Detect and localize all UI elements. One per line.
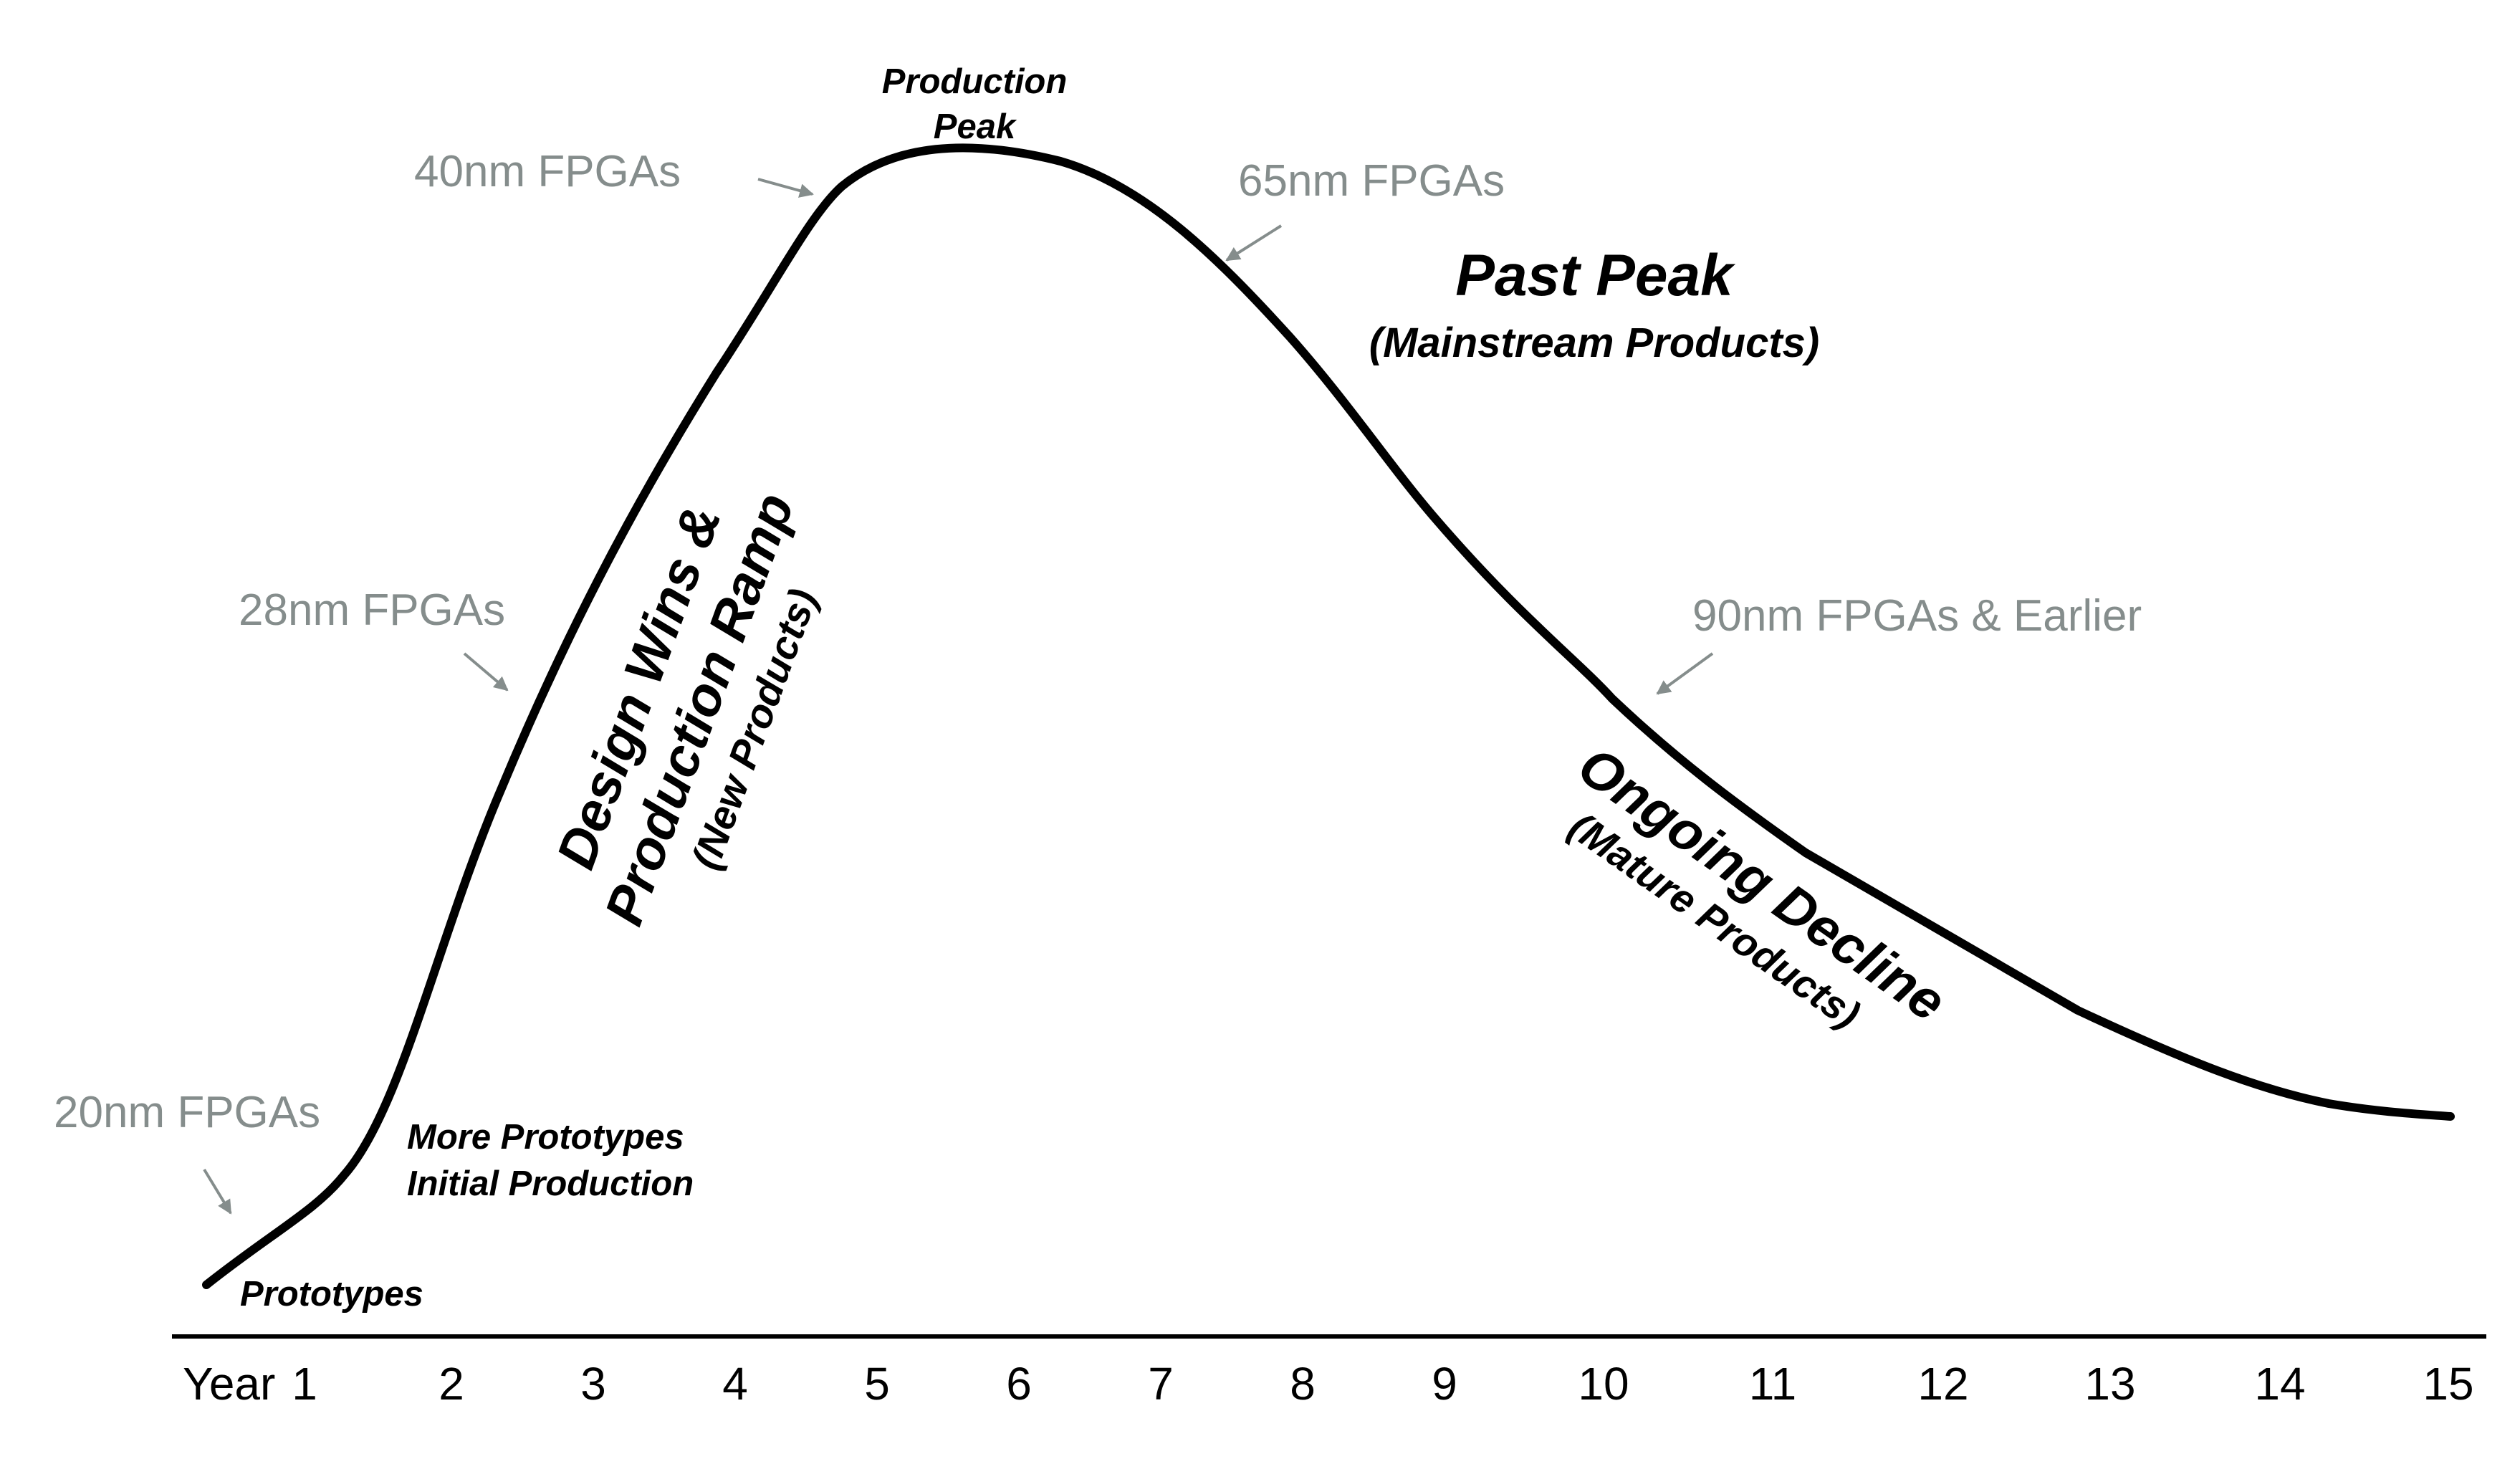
axis-tick-12: 12	[1917, 1358, 1968, 1410]
stage-label-production: Production	[882, 62, 1068, 101]
phase-past-peak-title: Past Peak	[1455, 243, 1736, 308]
stage-label-more-prototypes: More Prototypes	[407, 1118, 684, 1157]
axis-tick-1: 1	[292, 1358, 317, 1410]
axis-tick-14: 14	[2254, 1358, 2305, 1410]
phase-past-peak-sub: (Mainstream Products)	[1369, 320, 1819, 366]
node-label-28nm: 28nm FPGAs	[239, 585, 505, 635]
stage-label-peak: Peak	[934, 107, 1017, 146]
axis-tick-7: 7	[1148, 1358, 1174, 1410]
arrow-65nm	[1225, 224, 1283, 262]
axis-tick-15: 15	[2423, 1358, 2473, 1410]
arrow-90nm	[1656, 652, 1714, 695]
axis-tick-2: 2	[439, 1358, 464, 1410]
stage-label-prototypes: Prototypes	[240, 1275, 423, 1314]
lifecycle-curve	[202, 143, 2455, 1289]
node-label-90nm: 90nm FPGAs & Earlier	[1692, 591, 2142, 641]
axis-tick-5: 5	[864, 1358, 890, 1410]
axis-tick-3: 3	[580, 1358, 606, 1410]
phase-ramp-group: Design Wins & Production Ramp (New Produ…	[545, 485, 825, 932]
node-label-40nm: 40nm FPGAs	[414, 147, 681, 196]
node-label-65nm: 65nm FPGAs	[1238, 156, 1505, 206]
axis-tick-4: 4	[722, 1358, 748, 1410]
axis-tick-9: 9	[1432, 1358, 1457, 1410]
axis-tick-10: 10	[1578, 1358, 1629, 1410]
axis-tick-13: 13	[2084, 1358, 2135, 1410]
axis-tick-11: 11	[1749, 1358, 1796, 1410]
arrow-40nm	[757, 178, 814, 198]
arrow-28nm	[463, 652, 509, 692]
stage-label-initial-production: Initial Production	[407, 1164, 694, 1203]
axis-tick-6: 6	[1006, 1358, 1032, 1410]
axis-tick-8: 8	[1290, 1358, 1316, 1410]
arrow-20nm	[203, 1168, 232, 1215]
node-label-20nm: 20nm FPGAs	[54, 1088, 320, 1137]
axis-year-label: Year	[183, 1358, 275, 1410]
